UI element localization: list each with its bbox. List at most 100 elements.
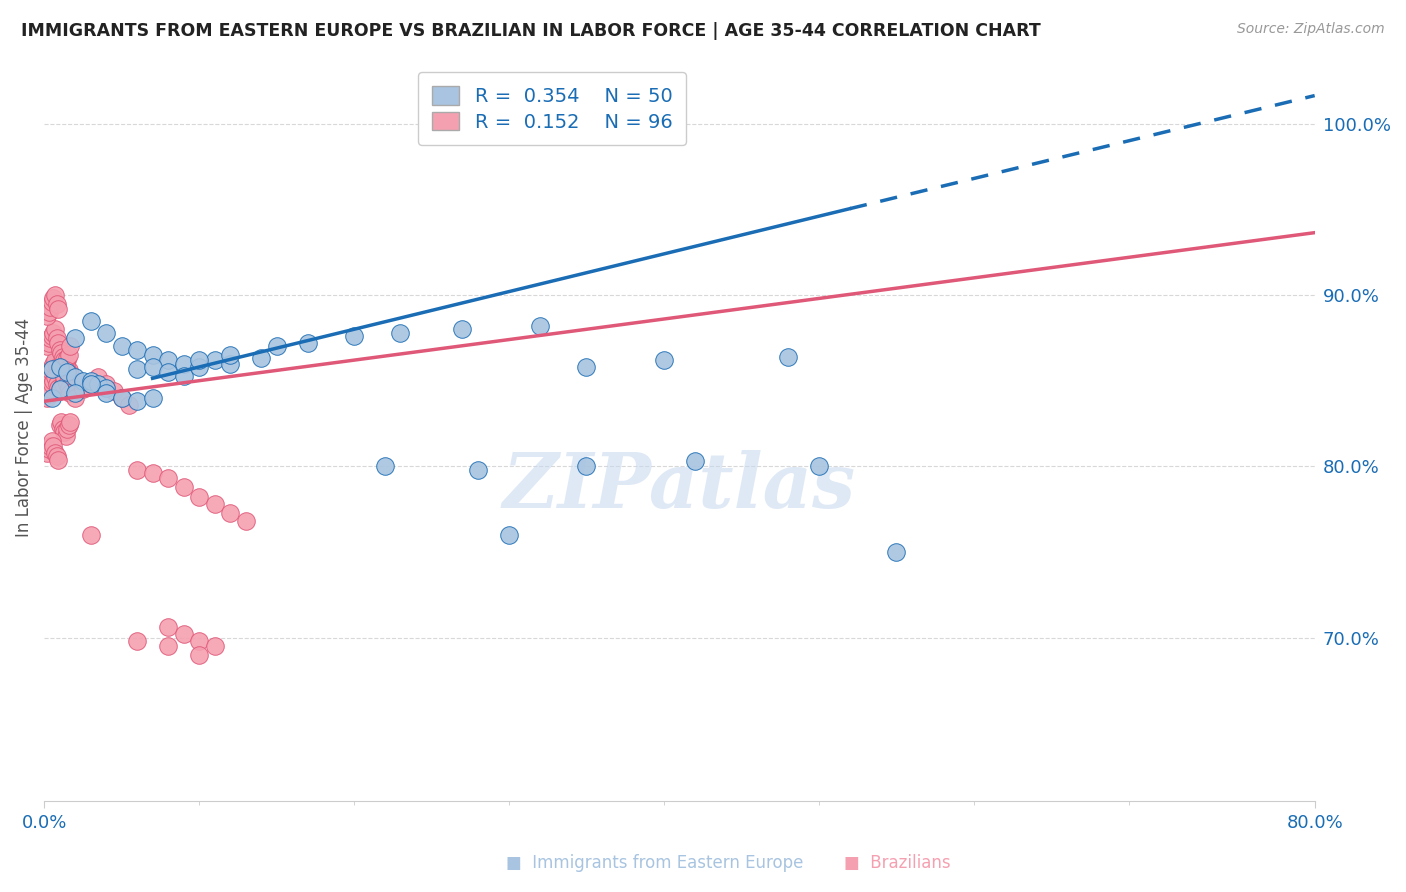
Point	[52, 422, 75, 436]
Point	[55, 359, 77, 374]
Point	[49, 380, 72, 394]
Point	[173, 480, 195, 494]
Point	[63, 391, 86, 405]
Point	[63, 331, 86, 345]
Point	[52, 368, 75, 383]
Point	[56, 422, 79, 436]
Point	[45, 449, 67, 463]
Point	[46, 452, 69, 467]
Point	[37, 309, 59, 323]
Point	[45, 377, 67, 392]
Point	[39, 439, 62, 453]
Point	[575, 459, 598, 474]
Point	[38, 336, 60, 351]
Point	[157, 471, 180, 485]
Point	[44, 445, 66, 459]
Point	[42, 374, 65, 388]
Point	[125, 343, 148, 357]
Point	[173, 627, 195, 641]
Point	[38, 305, 60, 319]
Point	[94, 326, 117, 340]
Point	[39, 382, 62, 396]
Point	[52, 350, 75, 364]
Point	[55, 428, 77, 442]
Point	[683, 454, 706, 468]
Point	[142, 391, 165, 405]
Point	[87, 370, 110, 384]
Point	[884, 545, 907, 559]
Point	[219, 348, 242, 362]
Point	[529, 318, 551, 333]
Point	[94, 380, 117, 394]
Point	[87, 377, 110, 392]
Point	[79, 377, 101, 392]
Point	[110, 391, 132, 405]
Point	[48, 418, 70, 433]
Point	[41, 359, 63, 374]
Point	[103, 384, 125, 398]
Point	[652, 353, 675, 368]
Point	[467, 463, 489, 477]
Point	[204, 497, 226, 511]
Point	[56, 351, 79, 366]
Point	[53, 370, 76, 384]
Point	[48, 359, 70, 374]
Point	[59, 339, 82, 353]
Point	[59, 385, 82, 400]
Point	[41, 434, 63, 448]
Point	[125, 634, 148, 648]
Point	[157, 620, 180, 634]
Point	[63, 370, 86, 384]
Legend: R =  0.354    N = 50, R =  0.152    N = 96: R = 0.354 N = 50, R = 0.152 N = 96	[419, 72, 686, 145]
Point	[389, 326, 412, 340]
Point	[79, 314, 101, 328]
Point	[157, 640, 180, 654]
Point	[48, 382, 70, 396]
Point	[188, 353, 211, 368]
Point	[52, 377, 75, 392]
Point	[188, 634, 211, 648]
Point	[44, 322, 66, 336]
Point	[63, 385, 86, 400]
Point	[451, 322, 474, 336]
Point	[46, 363, 69, 377]
Point	[44, 288, 66, 302]
Point	[42, 292, 65, 306]
Point	[49, 361, 72, 376]
Point	[48, 384, 70, 398]
Point	[37, 445, 59, 459]
Point	[53, 353, 76, 368]
Point	[44, 370, 66, 384]
Point	[142, 348, 165, 362]
Point	[42, 326, 65, 340]
Point	[41, 377, 63, 392]
Point	[188, 359, 211, 374]
Point	[575, 359, 598, 374]
Point	[58, 380, 80, 394]
Point	[56, 377, 79, 392]
Point	[250, 351, 273, 366]
Point	[188, 490, 211, 504]
Point	[173, 368, 195, 383]
Point	[53, 357, 76, 371]
Point	[173, 357, 195, 371]
Text: ZIPatlas: ZIPatlas	[503, 450, 856, 524]
Point	[38, 370, 60, 384]
Point	[79, 377, 101, 392]
Point	[110, 391, 132, 405]
Point	[807, 459, 830, 474]
Point	[39, 331, 62, 345]
Point	[125, 394, 148, 409]
Point	[59, 415, 82, 429]
Point	[235, 514, 257, 528]
Text: ■  Brazilians: ■ Brazilians	[844, 855, 950, 872]
Point	[38, 442, 60, 457]
Point	[55, 357, 77, 371]
Point	[41, 361, 63, 376]
Point	[142, 467, 165, 481]
Point	[297, 336, 319, 351]
Point	[38, 387, 60, 401]
Point	[44, 353, 66, 368]
Point	[59, 367, 82, 381]
Point	[39, 300, 62, 314]
